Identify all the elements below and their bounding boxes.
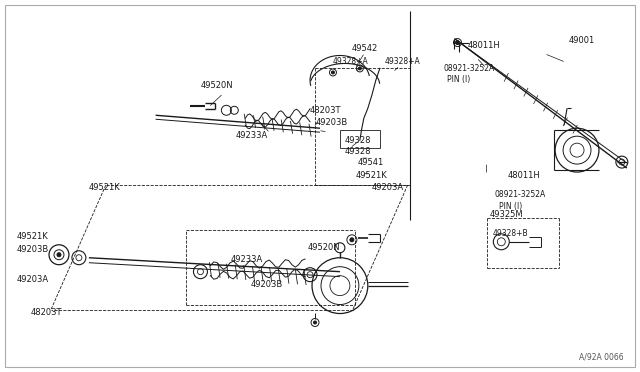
Text: 49328+A: 49328+A: [385, 57, 420, 66]
Text: 48011H: 48011H: [508, 170, 540, 180]
Text: 48011H: 48011H: [467, 41, 500, 50]
Text: 49001: 49001: [569, 36, 595, 45]
Text: 49521K: 49521K: [89, 183, 120, 192]
Text: 49233A: 49233A: [236, 131, 268, 140]
Text: PIN (l): PIN (l): [499, 202, 523, 211]
Text: 49203B: 49203B: [16, 245, 49, 254]
Text: 49328: 49328: [345, 136, 371, 145]
Text: 48203T: 48203T: [310, 106, 342, 115]
Circle shape: [456, 41, 460, 45]
Circle shape: [358, 67, 362, 70]
Text: 49203A: 49203A: [372, 183, 404, 192]
Text: A/92A 0066: A/92A 0066: [579, 353, 623, 362]
Text: 48203T: 48203T: [31, 308, 63, 317]
Text: 49203A: 49203A: [16, 275, 48, 284]
Text: 49520N: 49520N: [200, 81, 233, 90]
Text: 49328: 49328: [345, 147, 371, 155]
Text: 49328+A: 49328+A: [333, 57, 369, 66]
Text: 49542: 49542: [352, 44, 378, 53]
Text: 49203B: 49203B: [316, 118, 348, 127]
Bar: [340, 130, 380, 148]
Circle shape: [332, 71, 335, 74]
Circle shape: [57, 253, 61, 257]
Text: 08921-3252A: 08921-3252A: [494, 190, 545, 199]
Text: 49520N: 49520N: [308, 243, 340, 252]
Text: 49521K: 49521K: [16, 232, 48, 241]
Circle shape: [314, 321, 317, 324]
Text: 49521K: 49521K: [356, 170, 388, 180]
Text: 49233A: 49233A: [230, 255, 262, 264]
Text: 49325M: 49325M: [490, 211, 523, 219]
Text: PIN (l): PIN (l): [447, 75, 470, 84]
Text: 49328+B: 49328+B: [492, 229, 528, 238]
Text: 49203B: 49203B: [250, 280, 282, 289]
Circle shape: [350, 238, 354, 242]
Text: 08921-3252A: 08921-3252A: [444, 64, 495, 73]
Text: 49541: 49541: [358, 158, 384, 167]
